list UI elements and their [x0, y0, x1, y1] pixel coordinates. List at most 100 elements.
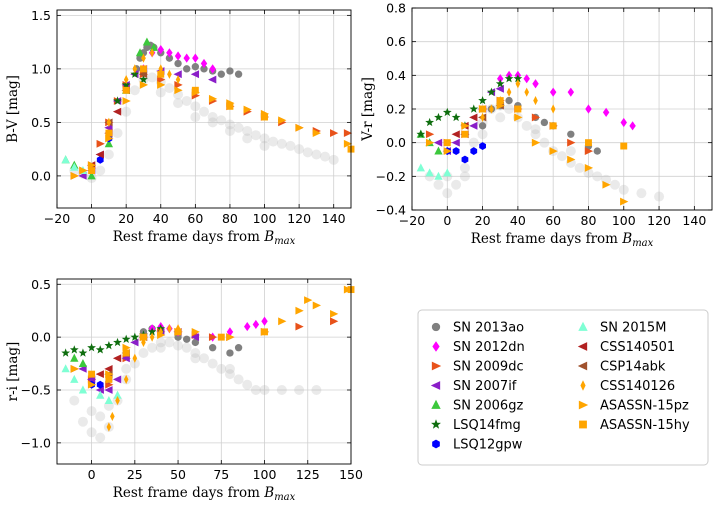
data-point: [330, 129, 339, 137]
x-axis-label-symbol: B: [263, 485, 274, 501]
background-point: [216, 115, 227, 126]
background-point: [459, 171, 470, 182]
legend-entry-asassn-15hy: ASASSN-15hy: [579, 418, 690, 433]
background-point: [276, 138, 287, 149]
data-point: [514, 105, 522, 113]
data-point: [166, 48, 173, 58]
legend-entry-sn-2009dc: SN 2009dc: [431, 360, 524, 375]
x-tick-label: 150: [339, 467, 363, 482]
legend-marker: [430, 381, 441, 390]
data-point: [147, 327, 157, 336]
background-point: [173, 98, 184, 109]
x-tick-label: 0: [443, 213, 451, 228]
data-point: [584, 147, 594, 155]
background-point: [442, 188, 453, 199]
data-point: [505, 96, 513, 105]
legend-box: [417, 309, 709, 466]
background-point: [259, 140, 270, 151]
background-point: [618, 184, 629, 195]
data-point: [226, 67, 234, 75]
data-point: [96, 390, 105, 399]
background-point: [276, 385, 287, 395]
x-axis-label: Rest frame days from Bmax: [471, 231, 654, 249]
y-tick-label: −0.2: [376, 169, 406, 184]
legend-label: LSQ14fmg: [453, 418, 521, 433]
legend-entry-sn-2007if: SN 2007if: [430, 379, 517, 394]
data-point: [443, 139, 451, 147]
data-point: [113, 96, 122, 105]
data-point: [451, 112, 461, 122]
data-point: [78, 358, 88, 368]
background-point: [199, 353, 209, 364]
legend-marker: [431, 419, 441, 429]
data-point: [70, 374, 79, 383]
data-point: [261, 113, 268, 121]
data-point: [495, 79, 505, 88]
data-point: [514, 113, 523, 122]
background-point: [95, 432, 106, 443]
data-point: [174, 328, 182, 336]
data-point: [620, 197, 629, 206]
data-point: [61, 348, 71, 357]
data-point: [602, 107, 610, 117]
data-point: [95, 386, 104, 394]
data-point: [140, 333, 147, 341]
legend-marker: [431, 399, 441, 409]
data-point: [191, 327, 200, 336]
data-point: [461, 155, 469, 164]
background-point: [557, 151, 567, 162]
legend-marker: [578, 321, 588, 331]
data-point: [416, 129, 426, 138]
series-css140501: [95, 354, 122, 379]
data-point: [157, 70, 165, 78]
data-point: [524, 87, 530, 97]
axes-frame: [56, 278, 352, 465]
data-point: [620, 117, 627, 128]
data-point: [106, 117, 112, 127]
data-point: [602, 180, 611, 189]
data-point: [112, 375, 122, 384]
legend-marker: [432, 341, 440, 352]
data-point: [261, 328, 268, 336]
data-point: [70, 171, 79, 180]
data-point: [217, 333, 225, 341]
background-point: [121, 363, 132, 374]
data-point: [122, 97, 131, 105]
x-tick-label: 50: [170, 467, 186, 482]
data-point: [226, 327, 234, 337]
data-point: [158, 327, 164, 337]
y-tick-label: 0.6: [386, 34, 406, 49]
data-point: [620, 142, 628, 150]
data-point: [69, 345, 79, 354]
y-tick-label: 0.5: [31, 277, 51, 292]
x-tick-label: 75: [213, 467, 229, 482]
background-point: [164, 337, 175, 348]
x-tick-label: 100: [253, 467, 277, 482]
data-point: [183, 53, 190, 63]
x-tick-label: 60: [187, 211, 203, 226]
data-point: [489, 104, 494, 114]
legend-marker: [577, 361, 588, 371]
data-point: [496, 97, 504, 105]
legend-label: CSS140501: [600, 340, 675, 355]
data-point: [78, 385, 88, 394]
data-point: [549, 87, 557, 97]
background-point: [147, 342, 158, 353]
data-point: [88, 167, 96, 174]
x-tick-label: 80: [581, 213, 597, 228]
data-point: [442, 107, 452, 117]
legend-marker: [431, 322, 441, 332]
background-point: [77, 416, 88, 427]
x-tick-label: 0: [88, 467, 96, 482]
x-tick-label: 60: [545, 213, 561, 228]
data-point: [200, 65, 208, 73]
background-point: [242, 133, 253, 144]
x-axis-label-text: Rest frame days from: [113, 485, 265, 501]
background-point: [433, 179, 444, 190]
background-point: [565, 146, 576, 157]
background-point: [504, 104, 515, 114]
data-point: [95, 345, 105, 354]
background-point: [320, 151, 331, 162]
data-point: [209, 64, 216, 74]
